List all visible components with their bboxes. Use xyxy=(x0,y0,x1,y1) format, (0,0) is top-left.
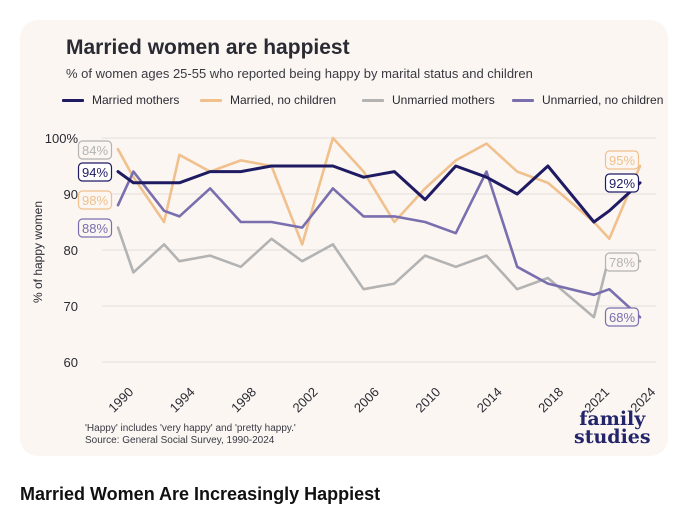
footnote: 'Happy' includes 'very happy' and 'prett… xyxy=(85,423,296,447)
x-tick-label: 2006 xyxy=(351,384,382,415)
y-tick-label: 100% xyxy=(45,131,79,146)
legend-label: Unmarried mothers xyxy=(392,93,495,107)
data-label: 94% xyxy=(82,165,108,180)
legend-swatch xyxy=(62,98,84,102)
data-label-box xyxy=(604,252,640,272)
data-label: 95% xyxy=(609,153,635,168)
legend: Married mothers Married, no children Unm… xyxy=(62,93,672,111)
legend-swatch xyxy=(200,98,222,102)
x-tick-label: 1990 xyxy=(105,384,136,415)
data-label-box xyxy=(77,162,113,182)
legend-label: Married mothers xyxy=(92,93,180,107)
y-tick-label: 80 xyxy=(64,243,78,258)
legend-swatch xyxy=(512,98,534,102)
series-line xyxy=(116,226,642,319)
data-label-box xyxy=(77,190,113,210)
x-tick-label: 1998 xyxy=(228,384,259,415)
family-studies-logo: family studies xyxy=(574,408,651,448)
y-tick-label: 70 xyxy=(64,299,78,314)
x-tick-label: 2002 xyxy=(290,384,321,415)
data-label: 88% xyxy=(82,221,108,236)
legend-item-unmarried-no-children: Unmarried, no children xyxy=(512,93,663,107)
footnote-source: Source: General Social Survey, 1990-2024 xyxy=(85,435,275,446)
series-line xyxy=(116,164,642,224)
data-label: 98% xyxy=(82,193,108,208)
post-caption: Married Women Are Increasingly Happiest xyxy=(20,484,381,504)
data-label-box xyxy=(604,150,640,170)
chart-subtitle: % of women ages 25-55 who reported being… xyxy=(66,66,533,81)
x-tick-label: 2014 xyxy=(474,384,505,415)
data-label-box xyxy=(604,307,640,327)
chart-title: Married women are happiest xyxy=(66,36,350,59)
legend-swatch xyxy=(362,98,384,102)
data-label-box xyxy=(604,173,640,193)
legend-item-unmarried-mothers: Unmarried mothers xyxy=(362,93,495,107)
y-tick-label: 60 xyxy=(64,355,78,370)
data-label-box xyxy=(77,140,113,160)
data-label: 78% xyxy=(609,255,635,270)
y-tick-label: 90 xyxy=(64,187,78,202)
series-line xyxy=(116,170,642,319)
data-label: 92% xyxy=(609,176,635,191)
series-line xyxy=(116,136,642,246)
y-axis-label: % of happy women xyxy=(31,201,45,303)
logo-line-1: family xyxy=(579,408,646,430)
data-label: 68% xyxy=(609,310,635,325)
x-tick-label: 2010 xyxy=(412,384,443,415)
legend-item-married-no-children: Married, no children xyxy=(200,93,336,107)
x-tick-label: 1994 xyxy=(167,384,198,415)
x-tick-label: 2018 xyxy=(535,384,566,415)
chart-card xyxy=(20,20,668,456)
footnote-definition: 'Happy' includes 'very happy' and 'prett… xyxy=(85,423,296,434)
data-label-box xyxy=(77,218,113,238)
legend-label: Unmarried, no children xyxy=(542,93,664,107)
legend-label: Married, no children xyxy=(230,93,337,107)
logo-line-2: studies xyxy=(574,426,651,448)
data-label: 84% xyxy=(82,143,108,158)
legend-item-married-mothers: Married mothers xyxy=(62,93,179,107)
